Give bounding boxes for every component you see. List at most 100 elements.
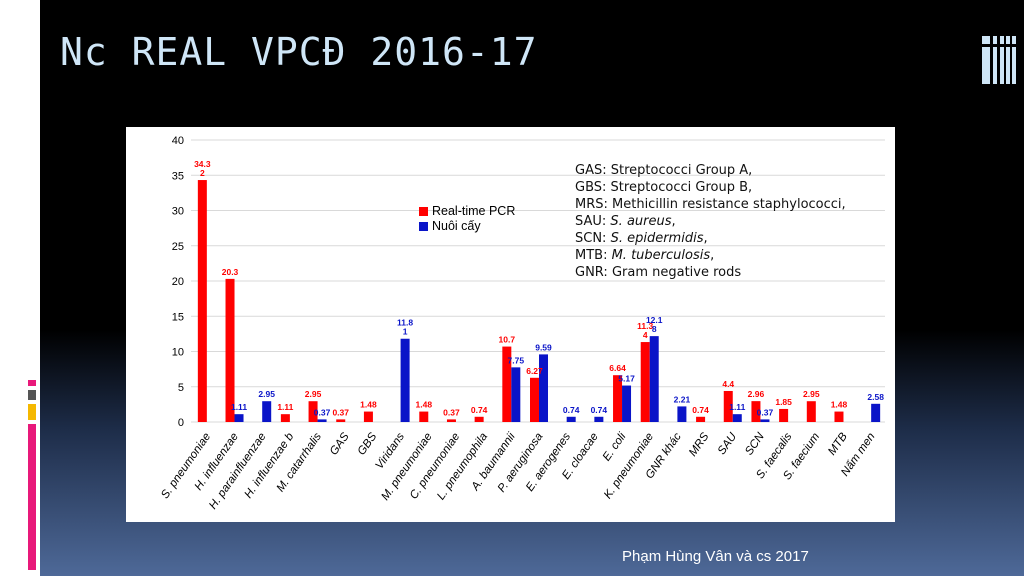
y-tick-label: 35 <box>172 170 184 182</box>
bar-pcr <box>336 419 346 422</box>
bar-culture <box>234 414 244 422</box>
legend-swatch-pcr <box>419 207 428 216</box>
bar-pcr <box>779 408 789 422</box>
bar-chart: 0 5 10 15 20 25 30 35 40 34.3 2 20.3 1.11 2.95 1.11 2.… <box>126 127 895 522</box>
bar-pcr <box>502 346 512 422</box>
data-label-pcr: 11.3 4 <box>637 321 653 340</box>
data-label-pcr: 1.48 <box>831 400 848 410</box>
x-tick-label: GAS <box>328 431 352 458</box>
data-labels: 34.3 220.31.112.951.112.950.37 0.371.4811.… <box>194 159 884 417</box>
data-label-pcr: 0.74 <box>471 405 488 415</box>
bar-culture <box>649 336 659 422</box>
x-tick-label: MRS <box>687 431 712 459</box>
data-label-pcr: 10.7 <box>499 335 516 345</box>
bar-culture <box>732 414 742 422</box>
data-label-pcr: 6.27 <box>526 366 543 376</box>
legend-swatch-culture <box>419 222 428 231</box>
x-tick-label: E. coli <box>601 430 629 463</box>
abbreviation-line: SAU: S. aureus, <box>575 214 676 229</box>
bar-pcr <box>640 342 650 422</box>
data-label-culture: 0.74 <box>591 405 608 415</box>
y-tick-label: 40 <box>172 135 184 147</box>
data-label-pcr: 2.95 <box>305 389 322 399</box>
data-label-pcr: 2.95 <box>803 389 820 399</box>
data-label-culture: 0.37 <box>314 407 331 417</box>
bar-pcr <box>723 390 733 422</box>
bar-pcr <box>225 278 235 422</box>
data-label-pcr: 1.48 <box>360 400 377 410</box>
bar-pcr <box>751 401 761 422</box>
bar-pcr <box>474 416 484 422</box>
bar-culture <box>871 403 881 422</box>
corner-bars-icon <box>982 36 1016 84</box>
bar-culture <box>539 354 548 422</box>
x-tick-label: SCN <box>743 430 767 457</box>
bar-pcr <box>308 401 318 422</box>
legend-label-pcr: Real-time PCR <box>432 204 515 218</box>
data-label-culture: 12.1 8 <box>646 315 663 334</box>
left-decor-marks <box>28 380 36 570</box>
bar-pcr <box>530 377 539 422</box>
y-tick-label: 25 <box>172 241 184 253</box>
x-tick-label: C. pneumoniae <box>408 431 463 502</box>
abbreviation-line: MTB: M. tuberculosis, <box>575 248 714 263</box>
bar-pcr <box>806 401 816 422</box>
bar-pcr <box>197 180 207 422</box>
data-label-culture: 5.17 <box>618 374 635 384</box>
x-tick-label: SAU <box>716 430 740 457</box>
abbreviation-line: MRS: Methicillin resistance staphylococc… <box>575 197 846 212</box>
bar-culture <box>262 401 272 422</box>
data-label-pcr: 4.4 <box>722 379 734 389</box>
bar-culture <box>622 385 632 422</box>
abbreviation-line: GNR: Gram negative rods <box>575 265 741 280</box>
bar-culture <box>594 416 604 422</box>
data-label-culture: 2.21 <box>674 394 691 404</box>
bar-pcr <box>446 419 456 422</box>
bars <box>197 180 881 422</box>
bar-culture <box>677 406 687 422</box>
bar-culture <box>566 416 576 422</box>
bar-pcr <box>280 414 290 422</box>
data-label-pcr: 34.3 2 <box>194 159 211 178</box>
y-axis-ticks: 0 5 10 15 20 25 30 35 40 <box>172 135 184 429</box>
x-tick-label: GBS <box>356 431 380 458</box>
data-label-culture: 7.75 <box>508 355 525 365</box>
bar-pcr <box>696 416 706 422</box>
data-label-pcr: 0.74 <box>692 405 709 415</box>
y-tick-label: 20 <box>172 276 184 288</box>
bar-culture <box>317 419 327 422</box>
abbreviation-notes: GAS: Streptococci Group A, GBS: Streptoco… <box>575 163 846 280</box>
bar-culture <box>400 338 410 422</box>
chart-svg: 0 5 10 15 20 25 30 35 40 34.3 2 20.3 1.11 2.95 1.11 2.… <box>159 135 885 512</box>
data-label-culture: 11.8 1 <box>397 318 413 337</box>
x-tick-label: S. pneumoniae <box>159 431 213 501</box>
abbreviation-line: SCN: S. epidermidis, <box>575 231 708 246</box>
data-label-culture: 0.37 <box>757 407 774 417</box>
y-tick-label: 30 <box>172 206 184 218</box>
data-label-culture: 2.95 <box>258 389 275 399</box>
legend-label-culture: Nuôi cấy <box>432 219 481 233</box>
data-label-pcr: 20.3 <box>222 267 239 277</box>
bar-culture <box>760 419 770 422</box>
slide-title: Nc REAL VPCĐ 2016-17 <box>60 30 538 74</box>
data-label-pcr: 6.64 <box>609 363 626 373</box>
x-tick-label: MTB <box>826 431 850 458</box>
bar-pcr <box>834 411 844 422</box>
data-label-pcr: 1.48 <box>416 400 433 410</box>
data-label-culture: 9.59 <box>535 342 552 352</box>
data-label-culture: 0.74 <box>563 405 580 415</box>
abbreviation-line: GAS: Streptococci Group A, <box>575 163 752 178</box>
data-label-culture: 1.11 <box>231 402 247 412</box>
data-label-pcr: 1.85 <box>775 397 792 407</box>
y-tick-label: 15 <box>172 311 184 323</box>
y-tick-label: 5 <box>178 382 184 394</box>
data-label-pcr: 0.37 <box>332 407 349 417</box>
data-label-culture: 1.11 <box>729 402 745 412</box>
bar-pcr <box>419 411 429 422</box>
y-tick-label: 0 <box>178 417 184 429</box>
abbreviation-line: GBS: Streptococci Group B, <box>575 180 752 195</box>
y-tick-label: 10 <box>172 347 184 359</box>
bar-pcr <box>363 411 373 422</box>
